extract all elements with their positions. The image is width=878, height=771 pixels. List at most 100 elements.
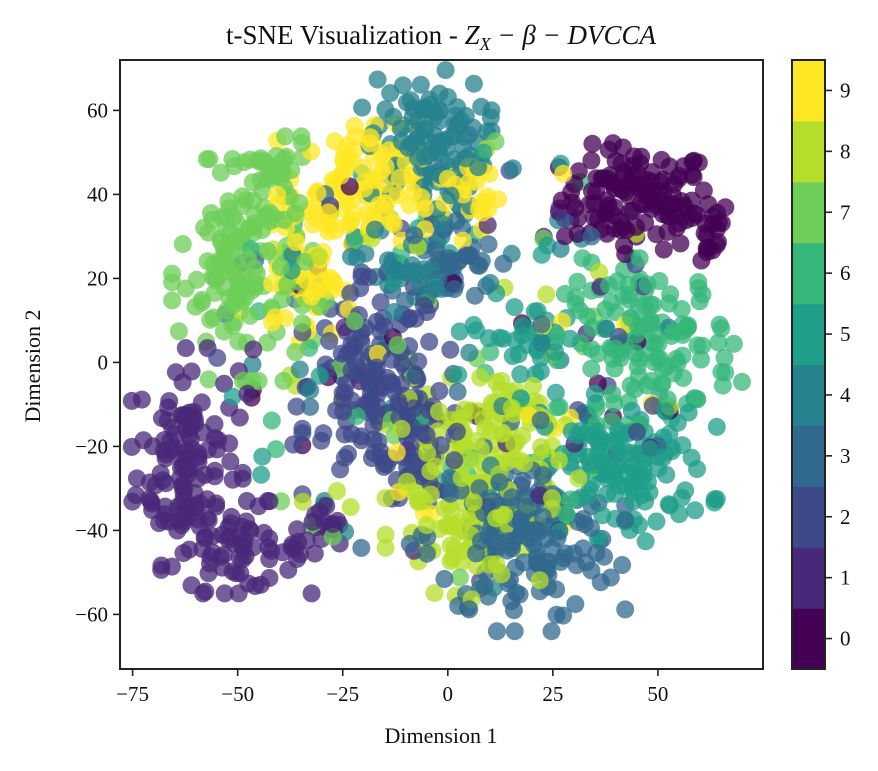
colorbar-tick-label: 3: [840, 444, 851, 468]
data-point: [618, 463, 637, 482]
data-point: [382, 213, 401, 232]
data-point: [323, 527, 342, 546]
data-point: [627, 422, 646, 441]
data-point: [159, 398, 178, 417]
data-point: [420, 332, 439, 351]
data-point: [673, 322, 691, 341]
data-point: [417, 100, 436, 118]
x-axis: −75 −50 −25 0 25 50: [116, 669, 668, 706]
data-point: [679, 403, 698, 422]
data-point: [561, 490, 580, 509]
data-point: [405, 226, 424, 245]
data-point: [654, 240, 673, 259]
data-point: [368, 70, 387, 89]
data-point: [173, 235, 192, 254]
data-point: [304, 199, 322, 218]
data-point: [385, 303, 404, 321]
colorbar-segment: [792, 242, 825, 305]
data-point: [658, 222, 677, 241]
data-point: [606, 303, 625, 322]
data-point: [598, 485, 616, 504]
data-point: [376, 538, 395, 557]
data-point: [616, 245, 635, 263]
data-point: [352, 267, 371, 286]
data-point: [195, 529, 214, 547]
data-point: [590, 263, 609, 282]
data-point: [305, 544, 324, 563]
data-point: [345, 204, 363, 223]
data-point: [435, 570, 454, 588]
data-point: [323, 271, 342, 290]
data-point: [548, 529, 567, 548]
data-point: [341, 498, 360, 517]
data-point: [470, 479, 489, 498]
data-point: [671, 234, 690, 253]
data-point: [698, 243, 716, 261]
y-tick-label: 40: [87, 182, 108, 206]
data-point: [492, 371, 511, 390]
data-point: [487, 509, 506, 528]
data-point: [302, 584, 321, 603]
data-point: [230, 228, 249, 247]
data-point: [126, 486, 145, 504]
data-point: [643, 182, 662, 201]
data-point: [388, 336, 407, 355]
data-point: [376, 489, 395, 508]
y-axis: −60 −40 −20 0 20 40 60: [75, 98, 120, 626]
data-point: [682, 448, 701, 467]
data-point: [436, 61, 455, 80]
data-point: [467, 172, 486, 191]
data-point: [620, 290, 639, 309]
data-point: [258, 242, 277, 261]
data-point: [456, 149, 475, 168]
data-point: [331, 166, 350, 185]
data-point: [490, 473, 509, 492]
data-point: [429, 402, 448, 421]
data-point: [286, 343, 305, 362]
data-point: [223, 317, 242, 335]
data-point: [641, 295, 660, 314]
data-point: [244, 340, 263, 359]
data-point: [505, 622, 524, 641]
data-point: [467, 432, 486, 451]
data-point: [388, 186, 407, 205]
data-point: [606, 339, 625, 358]
data-point: [191, 494, 209, 513]
data-point: [239, 574, 258, 593]
data-point: [705, 490, 724, 509]
data-point: [707, 417, 726, 436]
data-point: [462, 401, 481, 420]
data-point: [229, 332, 248, 351]
data-point: [292, 133, 311, 152]
data-point: [490, 328, 509, 347]
data-point: [516, 498, 535, 517]
data-point: [568, 426, 587, 445]
data-point: [186, 297, 205, 316]
data-point: [554, 164, 573, 183]
data-point: [479, 235, 498, 254]
data-point: [464, 451, 482, 470]
data-point: [624, 483, 643, 502]
data-point: [505, 298, 524, 317]
data-point: [309, 247, 328, 266]
data-point: [456, 106, 475, 125]
data-point: [622, 401, 641, 420]
data-point: [182, 362, 201, 381]
data-point: [274, 371, 293, 390]
data-point: [587, 544, 606, 562]
data-point: [345, 312, 364, 331]
data-point: [391, 119, 410, 138]
data-point: [302, 287, 321, 306]
data-point: [494, 254, 513, 273]
data-point: [251, 153, 270, 172]
data-point: [475, 577, 494, 596]
data-point: [368, 344, 387, 363]
data-point: [198, 252, 217, 271]
data-point: [445, 127, 463, 146]
data-point: [641, 440, 659, 459]
data-point: [557, 505, 576, 524]
data-point: [582, 359, 601, 378]
data-point: [396, 291, 415, 310]
x-tick-label: 50: [647, 682, 668, 706]
data-point: [686, 501, 705, 520]
